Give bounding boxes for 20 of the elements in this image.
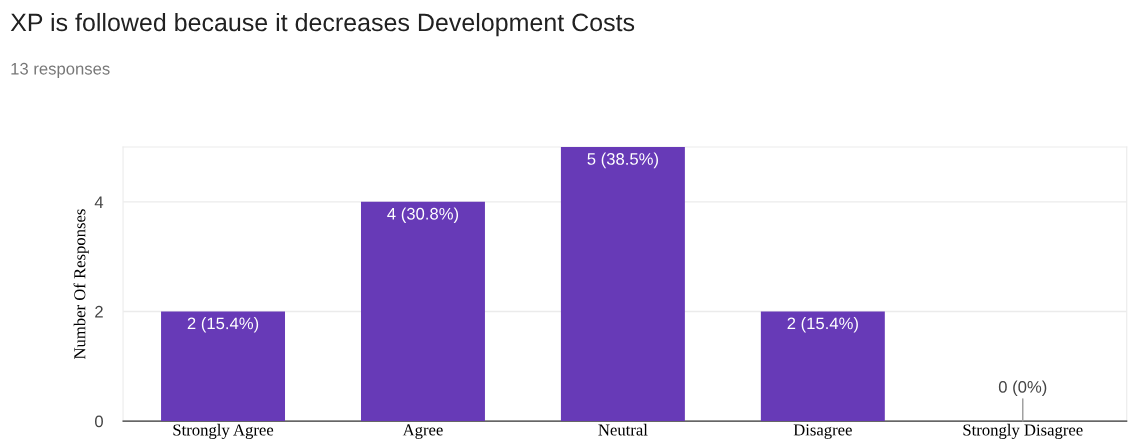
data-label: 0 (0%) xyxy=(998,380,1047,397)
bar xyxy=(161,311,286,422)
bar xyxy=(360,201,485,422)
chart-subtitle: 13 responses xyxy=(11,62,110,78)
x-tick-label: Neutral xyxy=(598,423,648,436)
bar xyxy=(760,311,885,422)
y-tick-label: 0 xyxy=(95,415,103,428)
x-tick-label: Strongly Disagree xyxy=(963,423,1083,440)
chart-title: XP is followed because it decreases Development Costs xyxy=(10,12,635,37)
data-label: 2 (15.4%) xyxy=(187,317,259,333)
data-label: 2 (15.4%) xyxy=(787,317,858,333)
y-axis-title: Number Of Responses xyxy=(73,209,89,360)
y-tick-label: 4 xyxy=(94,196,104,208)
y-tick-label: 2 xyxy=(95,305,103,318)
x-tick-label: Disagree xyxy=(793,424,852,439)
data-label: 4 (30.8%) xyxy=(387,207,459,223)
x-tick-label: Agree xyxy=(402,424,443,439)
x-tick-label: Strongly Agree xyxy=(173,423,274,440)
bar xyxy=(560,147,685,422)
data-label: 5 (38.5%) xyxy=(587,152,658,169)
